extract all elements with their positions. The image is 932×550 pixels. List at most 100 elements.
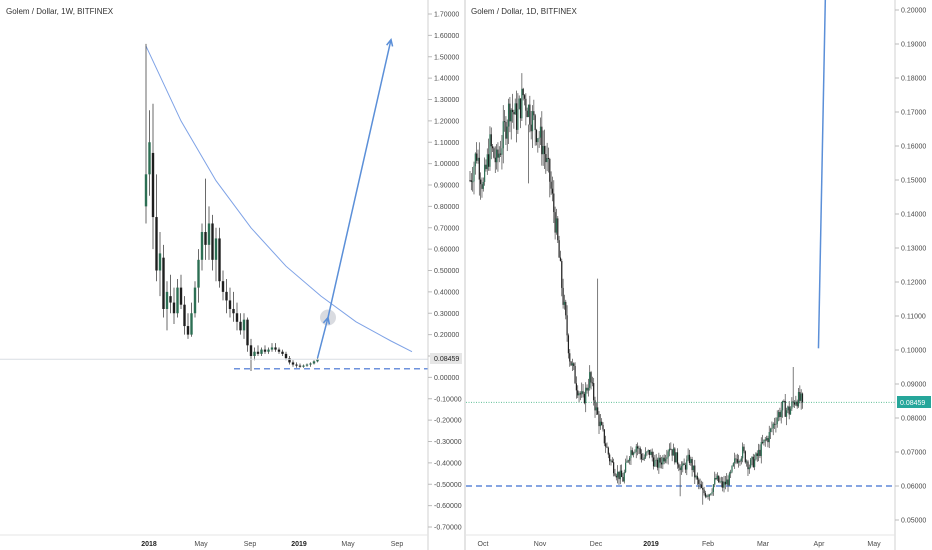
daily-candle-body [720, 481, 722, 483]
weekly-chart-panel: Golem / Dollar, 1W, BITFINEX 1.70000 1.60… [0, 0, 462, 550]
daily-y-tick-label: 0.11000 [901, 314, 926, 321]
daily-candle-body [590, 372, 592, 383]
daily-candle-body [474, 153, 476, 167]
daily-candle-body [599, 421, 601, 427]
daily-x-tick-label: Dec [590, 541, 603, 548]
daily-candle-body [688, 454, 691, 464]
daily-candle-body [683, 463, 685, 465]
daily-candle-body [767, 438, 769, 443]
weekly-candle-body [204, 232, 207, 245]
daily-projection-arrow [817, 0, 827, 349]
daily-price-axis[interactable]: 0.20000 0.19000 0.18000 0.17000 0.16000 0.150… [895, 8, 926, 525]
daily-candle-body [482, 181, 484, 189]
daily-candle-body [679, 467, 681, 471]
daily-candle-body [769, 428, 772, 433]
daily-candle-body [796, 401, 798, 407]
daily-candle-body [680, 466, 683, 471]
daily-candle-body [684, 464, 687, 470]
daily-candle-body [698, 479, 700, 484]
daily-candle-body [632, 452, 635, 455]
daily-candle-body [791, 401, 793, 409]
daily-time-axis[interactable]: Oct Nov Dec 2019 Feb Mar Apr May [478, 541, 882, 548]
daily-candle-body [605, 443, 607, 447]
daily-candle-body [526, 110, 528, 118]
daily-candle-body [732, 463, 734, 466]
daily-y-tick-label: 0.06000 [901, 484, 926, 491]
daily-candle-body [543, 146, 546, 155]
daily-candle-body [583, 393, 585, 404]
daily-candle-body [602, 424, 604, 430]
weekly-y-tick-label: 1.40000 [434, 76, 459, 83]
daily-candle-body [655, 459, 657, 461]
daily-candle-body [593, 383, 595, 401]
weekly-candle-body [298, 365, 302, 367]
daily-candle-body [610, 460, 612, 462]
weekly-y-tick-label: 0.40000 [434, 289, 459, 296]
daily-candle-body [718, 475, 720, 483]
daily-candle-body [611, 460, 613, 463]
daily-candle-body [727, 479, 729, 486]
daily-candle-body [606, 446, 608, 448]
daily-candle-body [754, 459, 756, 468]
daily-candle-body [744, 451, 746, 463]
daily-candle-body [507, 103, 510, 127]
daily-candle-body [587, 387, 589, 391]
weekly-candle-body [207, 223, 211, 245]
weekly-candle-body [165, 291, 169, 309]
weekly-y-tick-label: -0.70000 [434, 525, 462, 532]
daily-candle-body [626, 460, 628, 463]
daily-chart-panel: Golem / Dollar, 1D, BITFINEX 0.20000 0.19… [466, 0, 931, 550]
daily-candle-body [513, 112, 515, 115]
daily-candle-body [501, 148, 503, 155]
daily-candle-body [530, 124, 532, 132]
weekly-candle-body [256, 351, 260, 354]
daily-candle-body [499, 153, 502, 155]
daily-candle-body [519, 98, 522, 119]
weekly-time-axis[interactable]: 2018 May Sep 2019 May Sep [141, 541, 403, 548]
daily-y-tick-label: 0.16000 [901, 144, 926, 151]
daily-candle-body [788, 406, 790, 415]
weekly-candle-body [155, 217, 158, 271]
daily-candle-body [547, 157, 550, 160]
daily-candle-body [571, 363, 574, 366]
daily-candle-body [470, 180, 472, 182]
weekly-candle-body [235, 313, 239, 322]
weekly-candle-body [221, 281, 225, 292]
daily-candle-body [735, 458, 737, 460]
daily-candle-body [557, 218, 559, 241]
weekly-candle-body [193, 287, 197, 314]
weekly-candle-body [218, 238, 221, 282]
daily-candle-body [674, 448, 676, 463]
daily-candle-body [695, 476, 697, 478]
daily-candle-body [579, 393, 581, 395]
daily-candle-body [538, 137, 540, 139]
daily-candle-body [631, 450, 633, 455]
weekly-candle-body [176, 287, 179, 314]
weekly-candle-body [295, 364, 298, 366]
daily-candle-body [634, 451, 636, 453]
daily-candle-body [700, 484, 703, 488]
daily-candle-body [755, 453, 757, 460]
daily-candle-body [756, 453, 758, 456]
daily-x-tick-label: Nov [534, 541, 547, 548]
daily-candle-body [539, 126, 542, 138]
daily-candle-body [558, 240, 560, 258]
daily-candle-body [748, 467, 750, 470]
weekly-y-tick-label: -0.30000 [434, 439, 462, 446]
daily-candle-body [668, 448, 671, 452]
weekly-candle-body [158, 253, 162, 271]
daily-candle-body [490, 134, 492, 147]
weekly-candle-body [277, 349, 281, 352]
weekly-y-tick-label: 1.50000 [434, 54, 459, 61]
daily-candle-body [531, 111, 534, 132]
daily-candle-body [651, 451, 653, 458]
daily-candle-body [517, 108, 519, 130]
daily-candle-body [642, 459, 644, 461]
daily-candle-body [776, 417, 778, 425]
daily-candle-body [696, 476, 699, 480]
daily-candle-body [492, 146, 494, 149]
weekly-price-axis[interactable]: 1.70000 1.60000 1.50000 1.40000 1.30000 1.200… [428, 12, 462, 532]
daily-candle-body [800, 393, 802, 401]
daily-candle-body [589, 372, 591, 388]
weekly-candle-body [316, 359, 319, 362]
